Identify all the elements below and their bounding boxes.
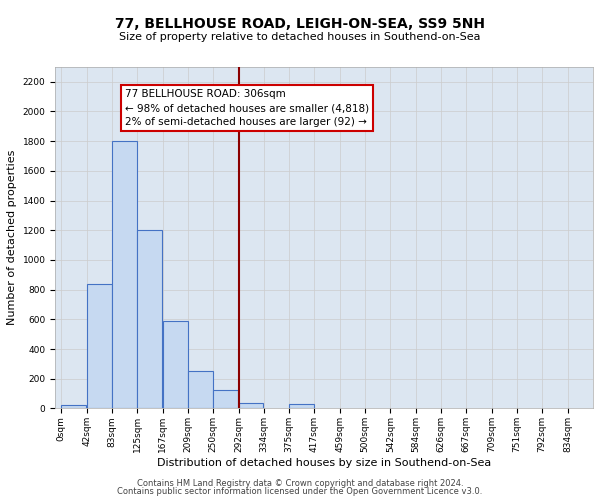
Bar [289, 404, 314, 408]
Text: Contains public sector information licensed under the Open Government Licence v3: Contains public sector information licen… [118, 487, 482, 496]
Bar [239, 402, 263, 408]
Bar [188, 370, 213, 408]
X-axis label: Distribution of detached houses by size in Southend-on-Sea: Distribution of detached houses by size … [157, 458, 491, 468]
Text: Contains HM Land Registry data © Crown copyright and database right 2024.: Contains HM Land Registry data © Crown c… [137, 478, 463, 488]
Bar [163, 321, 188, 408]
Y-axis label: Number of detached properties: Number of detached properties [7, 150, 17, 326]
Bar [87, 284, 112, 408]
Text: 77 BELLHOUSE ROAD: 306sqm
← 98% of detached houses are smaller (4,818)
2% of sem: 77 BELLHOUSE ROAD: 306sqm ← 98% of detac… [125, 89, 369, 127]
Text: 77, BELLHOUSE ROAD, LEIGH-ON-SEA, SS9 5NH: 77, BELLHOUSE ROAD, LEIGH-ON-SEA, SS9 5N… [115, 18, 485, 32]
Text: Size of property relative to detached houses in Southend-on-Sea: Size of property relative to detached ho… [119, 32, 481, 42]
Bar [61, 405, 86, 408]
Bar [112, 141, 137, 408]
Bar [213, 390, 238, 408]
Bar [137, 230, 162, 408]
